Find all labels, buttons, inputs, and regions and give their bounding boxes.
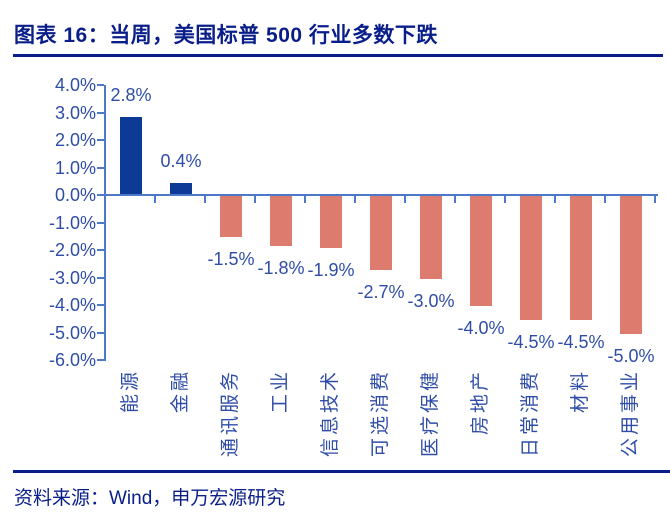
y-axis-tick-label-8: -4.0% xyxy=(48,295,96,315)
y-axis-tick-1 xyxy=(97,111,104,114)
x-axis-tick-9 xyxy=(554,196,556,203)
y-axis-tick-6 xyxy=(97,249,104,251)
footer-divider xyxy=(13,470,670,473)
x-axis-tick-4 xyxy=(304,196,306,203)
y-axis-tick-label-2: 2.0% xyxy=(54,130,96,150)
y-axis-tick-10 xyxy=(97,359,104,361)
x-axis-label-0: 能源 xyxy=(120,369,141,414)
x-axis-tick-5 xyxy=(354,196,356,203)
x-axis-label-9: 材料 xyxy=(570,369,591,414)
y-axis-tick-label-4: 0.0% xyxy=(54,185,96,205)
y-axis-tick-label-1: 3.0% xyxy=(54,102,96,123)
bar-1 xyxy=(170,183,192,194)
bar-6 xyxy=(420,196,442,279)
data-label-9: -4.5% xyxy=(557,331,605,352)
bar-10 xyxy=(620,196,642,334)
x-axis-label-1: 金融 xyxy=(170,369,191,414)
bar-3 xyxy=(270,196,292,246)
x-axis-label-10: 公用事业 xyxy=(620,369,641,458)
y-axis-tick-label-6: -2.0% xyxy=(48,240,96,260)
y-axis-tick-2 xyxy=(97,139,104,141)
title-underline xyxy=(13,54,663,57)
data-label-0: 2.8% xyxy=(110,85,152,105)
bar-0 xyxy=(120,117,142,194)
data-label-8: -4.5% xyxy=(507,331,555,352)
x-axis-tick-10 xyxy=(604,196,606,203)
y-axis-tick-0 xyxy=(97,84,104,86)
bar-2 xyxy=(220,196,242,238)
y-axis-tick-4 xyxy=(97,194,104,196)
y-axis-tick-label-3: 1.0% xyxy=(54,157,96,178)
y-axis-tick-3 xyxy=(97,166,104,169)
y-axis-tick-label-0: 4.0% xyxy=(54,75,96,95)
x-axis-tick-0 xyxy=(104,196,106,203)
source-note: 资料来源：Wind，申万宏源研究 xyxy=(14,488,286,509)
bar-9 xyxy=(570,196,592,320)
x-axis-tick-7 xyxy=(454,196,456,203)
data-label-7: -4.0% xyxy=(457,318,505,338)
bar-7 xyxy=(470,196,492,306)
y-axis-tick-5 xyxy=(97,221,104,224)
x-axis-label-2: 通讯服务 xyxy=(220,369,241,458)
y-axis-tick-label-9: -5.0% xyxy=(48,322,96,343)
y-axis-tick-label-5: -1.0% xyxy=(48,212,96,233)
x-axis-tick-8 xyxy=(504,196,506,203)
data-label-4: -1.9% xyxy=(307,260,355,281)
data-label-2: -1.5% xyxy=(207,249,255,270)
x-axis-tick-1 xyxy=(154,196,156,203)
x-axis-label-3: 工业 xyxy=(270,369,291,414)
x-axis-tick-11 xyxy=(654,196,656,203)
data-label-5: -2.7% xyxy=(357,282,405,303)
y-axis-tick-8 xyxy=(97,304,104,306)
x-axis-label-8: 日常消费 xyxy=(520,369,541,458)
data-label-1: 0.4% xyxy=(160,151,202,171)
y-axis-tick-7 xyxy=(97,276,104,279)
x-axis-label-6: 医疗保健 xyxy=(420,369,441,458)
y-axis-tick-label-10: -6.0% xyxy=(48,350,96,370)
x-axis-label-4: 信息技术 xyxy=(320,369,341,458)
bar-4 xyxy=(320,196,342,249)
x-axis-label-7: 房地产 xyxy=(470,369,491,436)
bar-8 xyxy=(520,196,542,320)
x-axis-tick-3 xyxy=(254,196,256,203)
y-axis-tick-label-7: -3.0% xyxy=(48,267,96,288)
bar-5 xyxy=(370,196,392,271)
data-label-10: -5.0% xyxy=(607,345,655,366)
y-axis-tick-9 xyxy=(97,331,104,334)
data-label-3: -1.8% xyxy=(257,257,305,278)
y-axis-line xyxy=(104,85,106,361)
x-axis-line xyxy=(104,194,658,196)
figure-title: 图表 16：当周，美国标普 500 行业多数下跌 xyxy=(14,24,438,47)
x-axis-tick-2 xyxy=(204,196,206,203)
data-label-6: -3.0% xyxy=(407,290,455,311)
x-axis-label-5: 可选消费 xyxy=(370,369,391,458)
x-axis-tick-6 xyxy=(404,196,406,203)
